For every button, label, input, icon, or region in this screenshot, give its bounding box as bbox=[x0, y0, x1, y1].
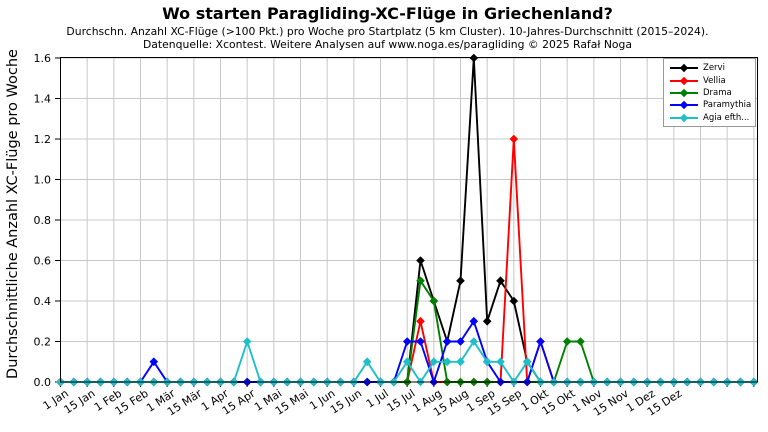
y-tick-label: 1.2 bbox=[34, 133, 52, 146]
legend-marker-icon bbox=[670, 76, 698, 85]
legend-label: Agia efth... bbox=[703, 112, 750, 123]
legend-marker-icon bbox=[670, 63, 698, 73]
legend-item-vellia: Vellia bbox=[669, 74, 751, 86]
y-tick-labels: 0.0 0.2 0.4 0.6 0.8 1.0 1.2 1.4 1.6 bbox=[34, 52, 52, 389]
chart-title: Wo starten Paragliding-XC-Flüge in Griec… bbox=[162, 4, 613, 23]
chart-subtitle-line2: Datenquelle: Xcontest. Weitere Analysen … bbox=[142, 38, 633, 51]
legend-marker-icon bbox=[670, 113, 698, 122]
legend-marker-icon bbox=[670, 101, 698, 110]
y-tick-label: 0.2 bbox=[34, 335, 52, 348]
chart-subtitle-line1: Durchschn. Anzahl XC-Flüge (>100 Pkt.) p… bbox=[66, 25, 709, 38]
gridlines bbox=[60, 57, 758, 382]
y-tick-label: 0.0 bbox=[34, 376, 52, 389]
legend-label: Zervi bbox=[703, 63, 725, 74]
axis-ticks bbox=[55, 57, 755, 387]
x-tick-label: 15 Jan bbox=[61, 387, 97, 417]
legend-marker-icon bbox=[670, 88, 698, 98]
y-axis-label: Durchschnittliche Anzahl XC-Flüge pro Wo… bbox=[5, 49, 21, 379]
legend-item-agia-efth: Agia efth... bbox=[669, 112, 751, 124]
legend: Zervi Vellia Drama Paramythia Agia efth... bbox=[663, 58, 756, 127]
y-tick-label: 1.0 bbox=[34, 173, 52, 186]
y-tick-label: 1.6 bbox=[34, 52, 52, 65]
y-tick-label: 0.4 bbox=[34, 295, 52, 308]
plot-border bbox=[60, 57, 758, 383]
legend-label: Drama bbox=[703, 87, 732, 98]
legend-item-zervi: Zervi bbox=[669, 62, 751, 74]
x-tick-label: 15 Jun bbox=[328, 387, 364, 417]
legend-label: Paramythia bbox=[703, 100, 752, 111]
y-tick-label: 0.6 bbox=[34, 254, 52, 267]
legend-label: Vellia bbox=[703, 75, 726, 86]
y-tick-label: 1.4 bbox=[34, 92, 52, 105]
y-tick-label: 0.8 bbox=[34, 214, 52, 227]
series-markers bbox=[56, 337, 759, 387]
legend-item-drama: Drama bbox=[669, 87, 751, 99]
legend-item-paramythia: Paramythia bbox=[669, 99, 751, 111]
x-tick-label: 15 Jul bbox=[385, 387, 418, 415]
